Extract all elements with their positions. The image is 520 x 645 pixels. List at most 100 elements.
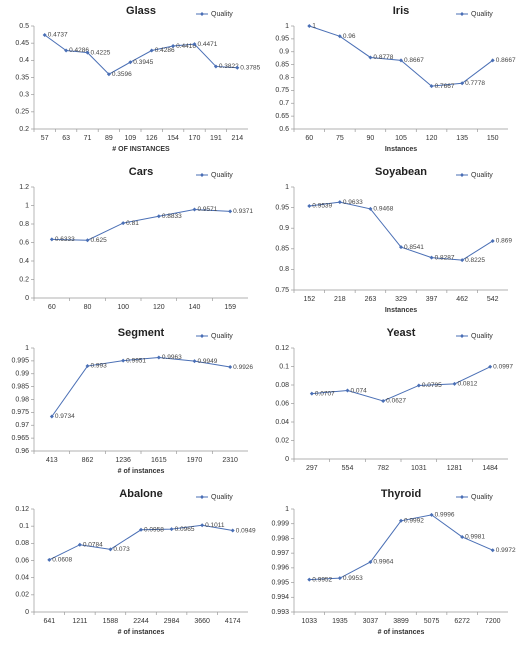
y-tick-label: 0.04 bbox=[275, 419, 289, 426]
y-tick-label: 0.96 bbox=[15, 448, 29, 455]
data-point bbox=[49, 414, 54, 419]
chart-title: Cars bbox=[129, 166, 153, 178]
y-tick-label: 0.995 bbox=[271, 579, 289, 586]
x-tick-label: 397 bbox=[426, 296, 438, 303]
chart-title: Iris bbox=[393, 5, 410, 17]
data-label: 0.9734 bbox=[55, 413, 75, 420]
data-point bbox=[77, 542, 82, 547]
data-point bbox=[228, 209, 233, 214]
data-label: 0.0812 bbox=[458, 381, 478, 388]
data-point bbox=[192, 207, 197, 212]
legend-label: Quality bbox=[471, 333, 493, 340]
y-tick-label: 0.993 bbox=[271, 609, 289, 616]
y-tick-label: 0.04 bbox=[15, 575, 29, 582]
y-tick-label: 0.85 bbox=[275, 61, 289, 68]
data-point bbox=[47, 557, 52, 562]
x-tick-label: 140 bbox=[189, 304, 201, 311]
data-label: 0.0608 bbox=[52, 557, 72, 564]
legend-label: Quality bbox=[471, 494, 493, 501]
data-label: 0.4225 bbox=[91, 49, 111, 56]
data-label: 0.3945 bbox=[133, 59, 153, 66]
data-point bbox=[460, 81, 465, 86]
data-label: 0.9953 bbox=[343, 575, 363, 582]
y-tick-label: 0.7 bbox=[279, 100, 289, 107]
x-tick-label: 60 bbox=[48, 304, 56, 311]
data-label: 0.9981 bbox=[465, 534, 485, 541]
x-tick-label: 462 bbox=[456, 296, 468, 303]
data-point bbox=[200, 523, 205, 528]
data-point bbox=[337, 200, 342, 205]
x-tick-label: 218 bbox=[334, 296, 346, 303]
data-point bbox=[139, 527, 143, 532]
y-tick-label: 0.06 bbox=[15, 557, 29, 564]
x-axis-label: Instances bbox=[385, 146, 417, 153]
chart-panel: Thyroid 0.993 0.994 0.995 0.996 0.997 0.998 0.9… bbox=[271, 488, 516, 636]
y-tick-label: 0.998 bbox=[271, 535, 289, 542]
x-tick-label: 159 bbox=[224, 304, 236, 311]
x-tick-label: 413 bbox=[46, 457, 58, 464]
y-tick-label: 0.3 bbox=[19, 92, 29, 99]
y-tick-label: 0.75 bbox=[275, 287, 289, 294]
data-point bbox=[49, 237, 54, 242]
y-tick-label: 0.02 bbox=[275, 437, 289, 444]
series-line bbox=[51, 357, 231, 417]
y-tick-label: 0.9 bbox=[279, 49, 289, 56]
data-point bbox=[490, 58, 495, 63]
x-tick-label: 1281 bbox=[447, 465, 463, 472]
x-axis-label: # OF INSTANCES bbox=[112, 146, 170, 153]
chart-title: Segment bbox=[118, 327, 165, 339]
data-point bbox=[307, 24, 312, 28]
data-label: 0.869 bbox=[496, 238, 513, 245]
data-label: 0.4471 bbox=[198, 41, 218, 48]
chart-panel: Abalone 0 0.02 0.04 0.06 0.08 0.1 0.12 641 1211 15… bbox=[15, 488, 256, 636]
y-tick-label: 0.8 bbox=[279, 266, 289, 273]
y-tick-label: 0.999 bbox=[271, 521, 289, 528]
data-label: 1 bbox=[312, 23, 316, 30]
data-label: 0.8225 bbox=[465, 257, 485, 264]
x-tick-label: 80 bbox=[84, 304, 92, 311]
y-tick-label: 0.4 bbox=[19, 57, 29, 64]
data-point bbox=[192, 42, 197, 47]
x-tick-label: 554 bbox=[342, 465, 354, 472]
y-tick-label: 1 bbox=[285, 184, 289, 191]
data-label: 0.9926 bbox=[233, 364, 253, 371]
x-tick-label: 71 bbox=[84, 135, 92, 142]
y-tick-label: 0.997 bbox=[271, 550, 289, 557]
legend-marker bbox=[460, 495, 464, 499]
x-tick-label: 105 bbox=[395, 135, 407, 142]
data-label: 0.4416 bbox=[176, 43, 196, 50]
y-tick-label: 1 bbox=[285, 23, 289, 30]
y-tick-label: 0.97 bbox=[15, 422, 29, 429]
data-point bbox=[368, 559, 373, 564]
data-point bbox=[230, 528, 235, 533]
data-label: 0.625 bbox=[91, 237, 108, 244]
data-label: 0.4286 bbox=[69, 47, 89, 54]
y-tick-label: 0.1 bbox=[19, 523, 29, 530]
y-tick-label: 1 bbox=[285, 506, 289, 513]
data-label: 0.0707 bbox=[315, 390, 335, 397]
data-label: 0.9949 bbox=[198, 358, 218, 365]
y-tick-label: 0.35 bbox=[15, 74, 29, 81]
data-point bbox=[460, 534, 465, 539]
data-point bbox=[490, 238, 495, 243]
data-label: 0.9571 bbox=[198, 206, 218, 213]
chart-title: Soyabean bbox=[375, 166, 427, 178]
data-point bbox=[488, 364, 493, 369]
data-label: 0.9371 bbox=[233, 208, 253, 215]
data-label: 0.9972 bbox=[496, 547, 516, 554]
x-tick-label: 57 bbox=[41, 135, 49, 142]
y-tick-label: 0.75 bbox=[275, 87, 289, 94]
y-tick-label: 0.12 bbox=[275, 345, 289, 352]
data-point bbox=[337, 34, 342, 39]
data-point bbox=[309, 391, 314, 396]
y-tick-label: 0.45 bbox=[15, 40, 29, 47]
data-point bbox=[307, 577, 312, 582]
data-label: 0.8833 bbox=[162, 213, 182, 220]
data-point bbox=[345, 388, 350, 393]
series-line bbox=[309, 514, 493, 581]
data-point bbox=[228, 365, 233, 370]
y-tick-label: 0.95 bbox=[275, 36, 289, 43]
data-label: 0.3596 bbox=[112, 71, 132, 78]
data-label: 0.9633 bbox=[343, 199, 363, 206]
x-tick-label: 263 bbox=[365, 296, 377, 303]
